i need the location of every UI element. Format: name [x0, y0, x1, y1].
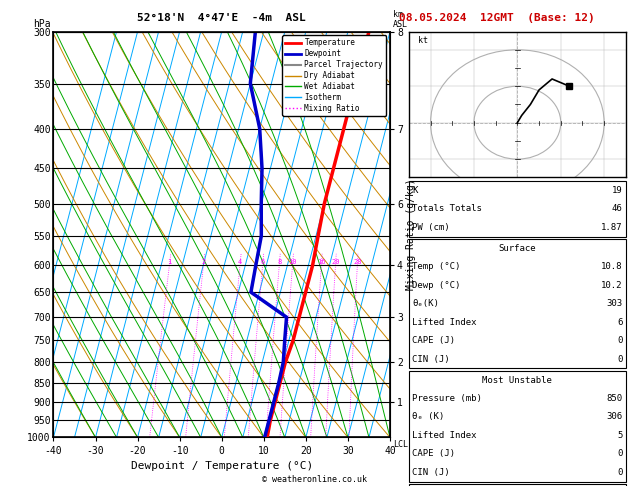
Text: CIN (J): CIN (J) [412, 468, 450, 477]
Text: 303: 303 [606, 299, 623, 308]
Text: 28: 28 [353, 259, 362, 265]
Text: 1.87: 1.87 [601, 223, 623, 232]
Text: 46: 46 [612, 205, 623, 213]
Text: Mixing Ratio (g/kg): Mixing Ratio (g/kg) [406, 179, 416, 290]
Legend: Temperature, Dewpoint, Parcel Trajectory, Dry Adiabat, Wet Adiabat, Isotherm, Mi: Temperature, Dewpoint, Parcel Trajectory… [282, 35, 386, 116]
Text: Temp (°C): Temp (°C) [412, 262, 460, 271]
Text: 10.2: 10.2 [601, 281, 623, 290]
Text: 5: 5 [617, 431, 623, 440]
Text: Lifted Index: Lifted Index [412, 431, 477, 440]
Text: CAPE (J): CAPE (J) [412, 336, 455, 345]
Text: θₑ(K): θₑ(K) [412, 299, 439, 308]
Text: 16: 16 [317, 259, 326, 265]
Text: © weatheronline.co.uk: © weatheronline.co.uk [262, 474, 367, 484]
Text: 52°18'N  4°47'E  -4m  ASL: 52°18'N 4°47'E -4m ASL [137, 13, 306, 23]
Text: 2: 2 [201, 259, 206, 265]
Text: 10.8: 10.8 [601, 262, 623, 271]
Text: θₑ (K): θₑ (K) [412, 413, 444, 421]
Text: CAPE (J): CAPE (J) [412, 450, 455, 458]
Text: 8: 8 [277, 259, 281, 265]
Text: LCL: LCL [393, 440, 408, 449]
Text: Lifted Index: Lifted Index [412, 318, 477, 327]
Text: 0: 0 [617, 468, 623, 477]
Text: Dewp (°C): Dewp (°C) [412, 281, 460, 290]
Text: 850: 850 [606, 394, 623, 403]
Text: PW (cm): PW (cm) [412, 223, 450, 232]
Text: 0: 0 [617, 450, 623, 458]
Text: 6: 6 [260, 259, 265, 265]
Text: km
ASL: km ASL [393, 11, 408, 29]
Text: 0: 0 [617, 336, 623, 345]
Text: K: K [412, 186, 418, 195]
Text: 1: 1 [167, 259, 172, 265]
Text: CIN (J): CIN (J) [412, 355, 450, 364]
Text: 0: 0 [617, 355, 623, 364]
X-axis label: Dewpoint / Temperature (°C): Dewpoint / Temperature (°C) [131, 461, 313, 470]
Text: 08.05.2024  12GMT  (Base: 12): 08.05.2024 12GMT (Base: 12) [399, 13, 595, 23]
Text: 6: 6 [617, 318, 623, 327]
Text: Totals Totals: Totals Totals [412, 205, 482, 213]
Text: Surface: Surface [499, 244, 536, 253]
Text: 19: 19 [612, 186, 623, 195]
Text: 4: 4 [238, 259, 242, 265]
Text: Most Unstable: Most Unstable [482, 376, 552, 384]
Text: Pressure (mb): Pressure (mb) [412, 394, 482, 403]
Text: 20: 20 [331, 259, 340, 265]
Text: 10: 10 [288, 259, 297, 265]
Text: 306: 306 [606, 413, 623, 421]
Text: kt: kt [418, 35, 428, 45]
Text: hPa: hPa [33, 19, 50, 29]
